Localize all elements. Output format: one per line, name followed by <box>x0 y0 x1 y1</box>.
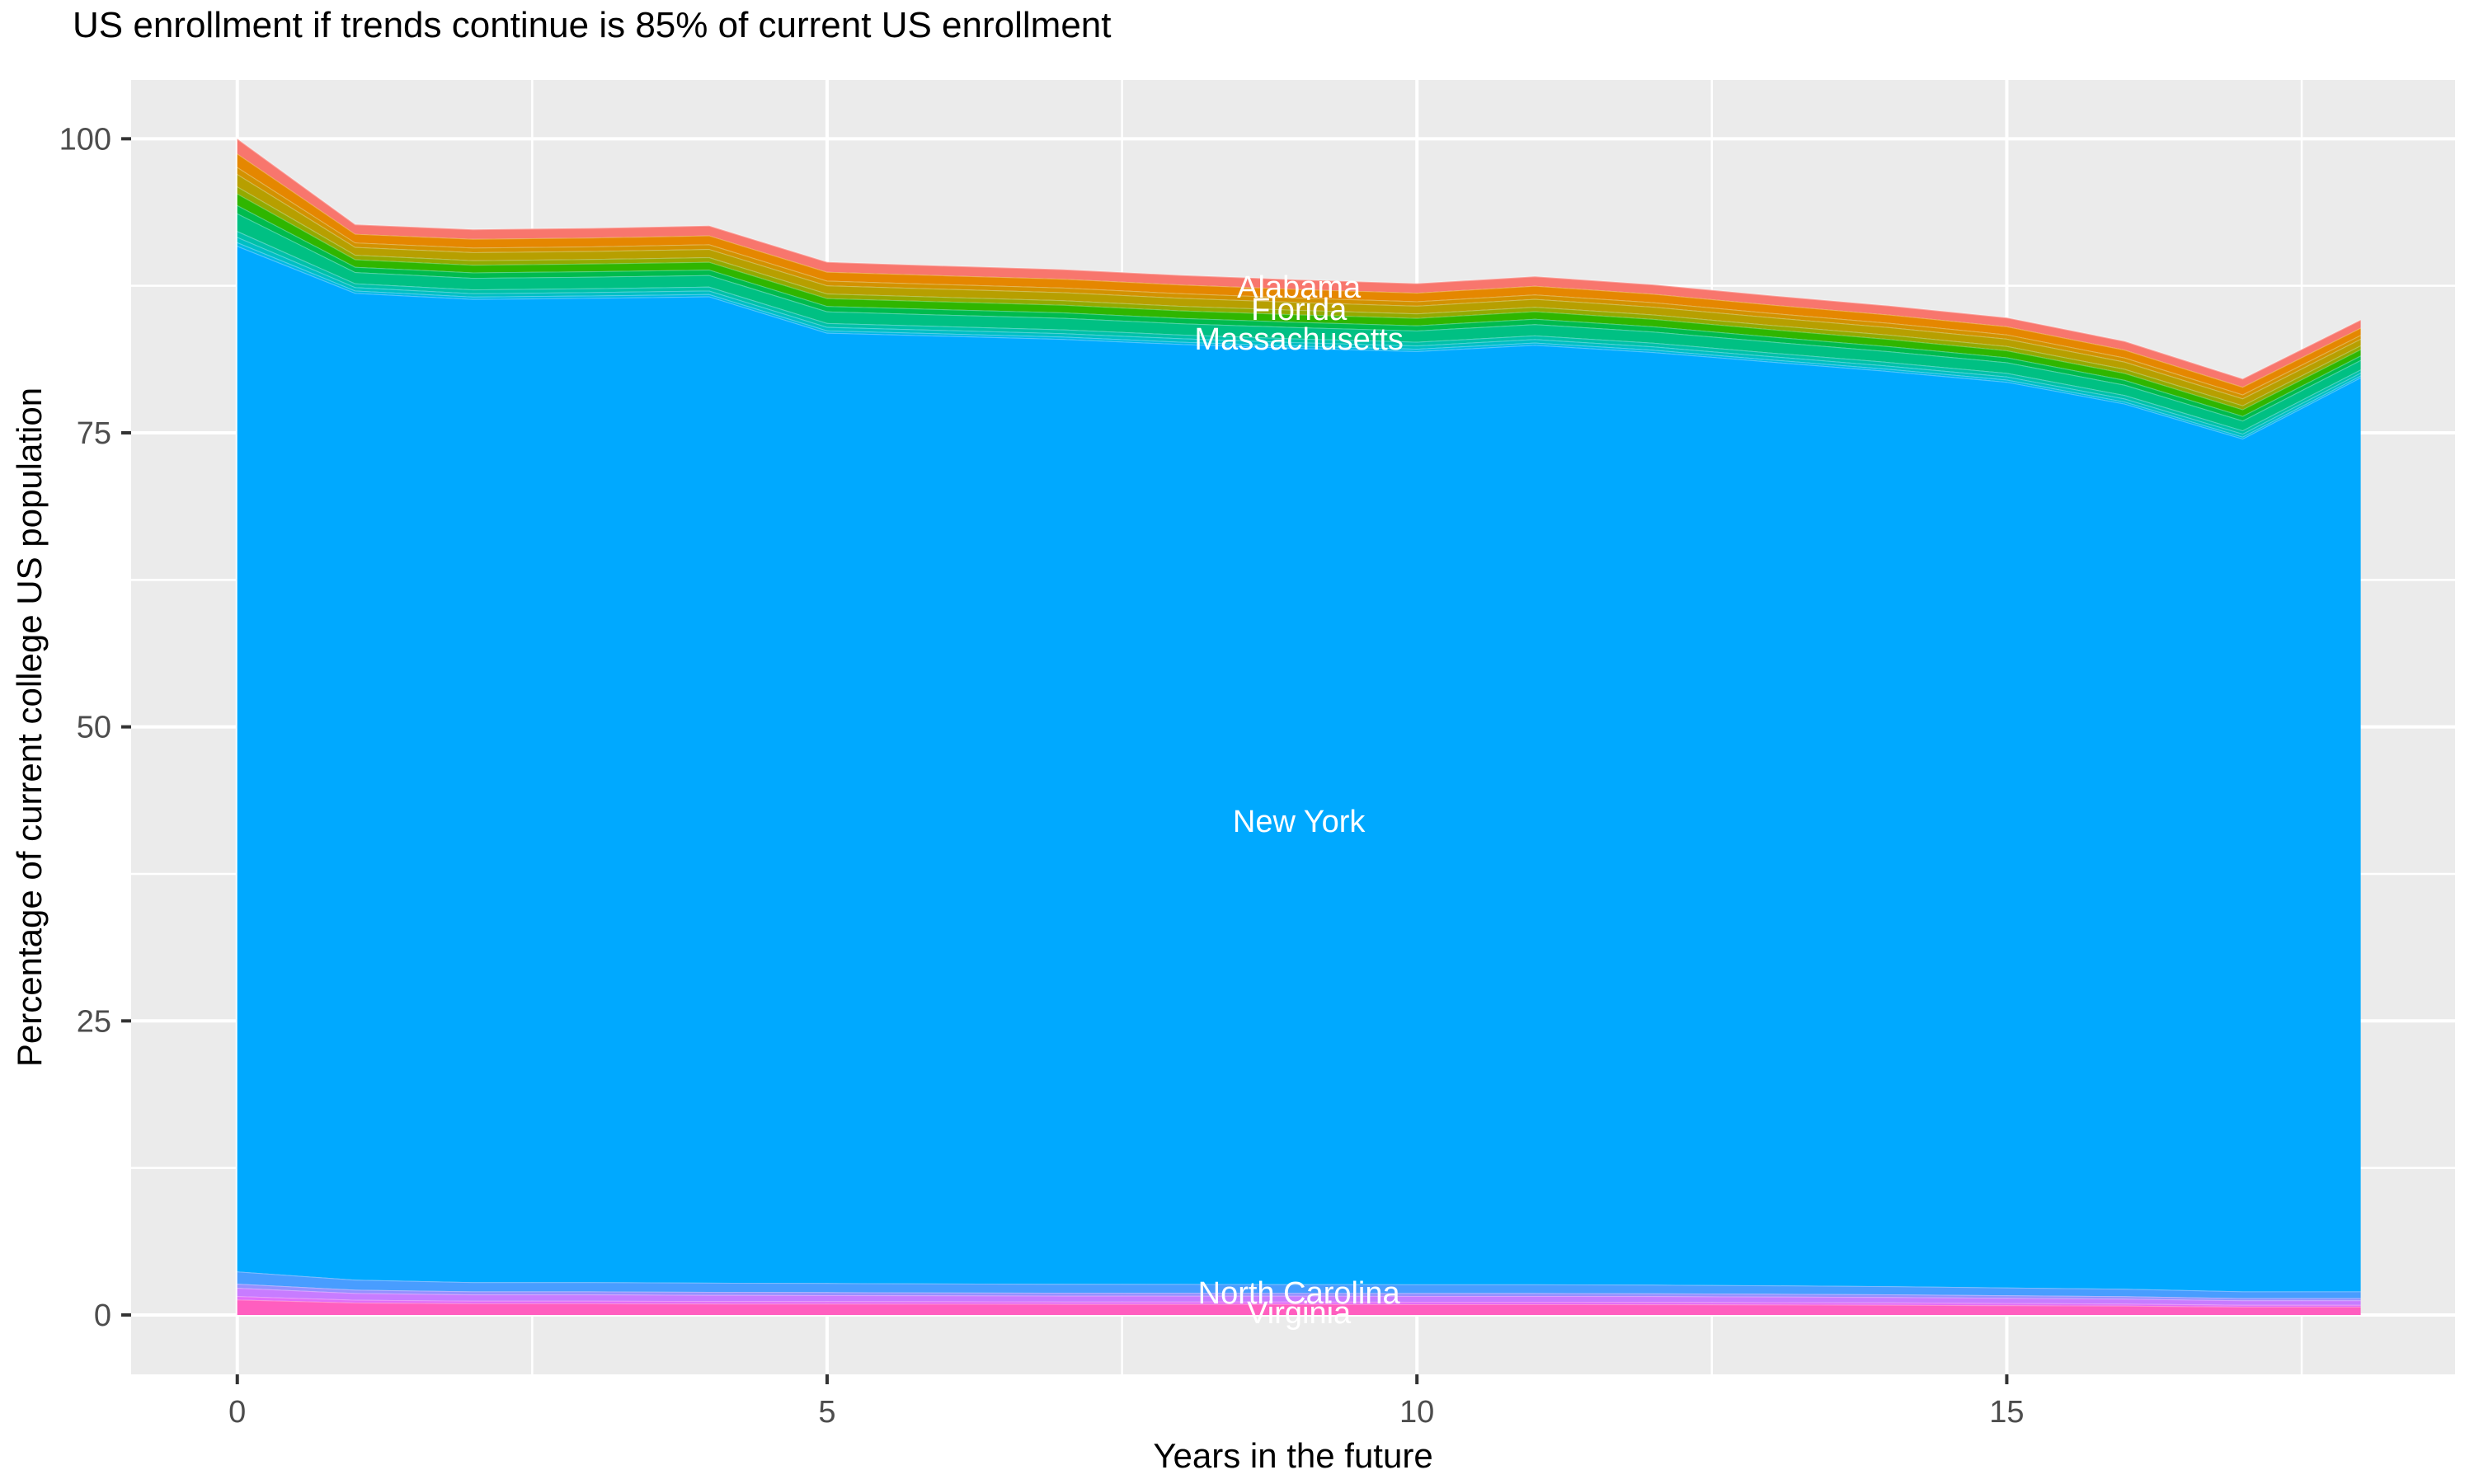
band-edge <box>237 138 2362 380</box>
area-band-north-carolina <box>237 1271 2361 1298</box>
area-bands <box>237 138 2362 1315</box>
axis-tick-labels: 0 25 50 75 100 0 5 10 15 <box>59 122 2025 1430</box>
x-tick-label: 5 <box>818 1395 835 1430</box>
chart-title: US enrollment if trends continue is 85% … <box>73 5 1112 45</box>
area-band-unlabeled-band-violet <box>237 1296 2361 1307</box>
area-band-unlabeled-band-periwinkle <box>237 1284 2361 1301</box>
y-tick-label: 100 <box>59 122 111 157</box>
state-label-massachusetts: Massachusetts <box>1194 322 1403 357</box>
y-axis-title: Percentage of current college US populat… <box>10 387 49 1068</box>
area-band-virginia <box>237 1299 2361 1315</box>
axis-tick-marks <box>121 137 2009 1384</box>
y-tick-label: 25 <box>77 1004 111 1039</box>
state-label-alabama: Alabama <box>1237 270 1362 305</box>
x-tick-label: 10 <box>1399 1395 1434 1430</box>
area-band-unlabeled-band-purple <box>237 1288 2361 1305</box>
y-tick-label: 75 <box>77 416 111 451</box>
x-axis-title: Years in the future <box>1153 1436 1433 1475</box>
state-label-north-carolina: North Carolina <box>1198 1276 1401 1311</box>
x-tick-label: 15 <box>1989 1395 2024 1430</box>
y-tick-label: 0 <box>94 1298 111 1333</box>
state-label-virginia: Virginia <box>1247 1296 1352 1331</box>
x-tick-label: 0 <box>228 1395 246 1430</box>
y-tick-label: 50 <box>77 711 111 745</box>
state-label-new-york: New York <box>1233 805 1366 839</box>
area-band-new-york <box>237 246 2361 1292</box>
state-label-florida: Florida <box>1251 293 1348 327</box>
